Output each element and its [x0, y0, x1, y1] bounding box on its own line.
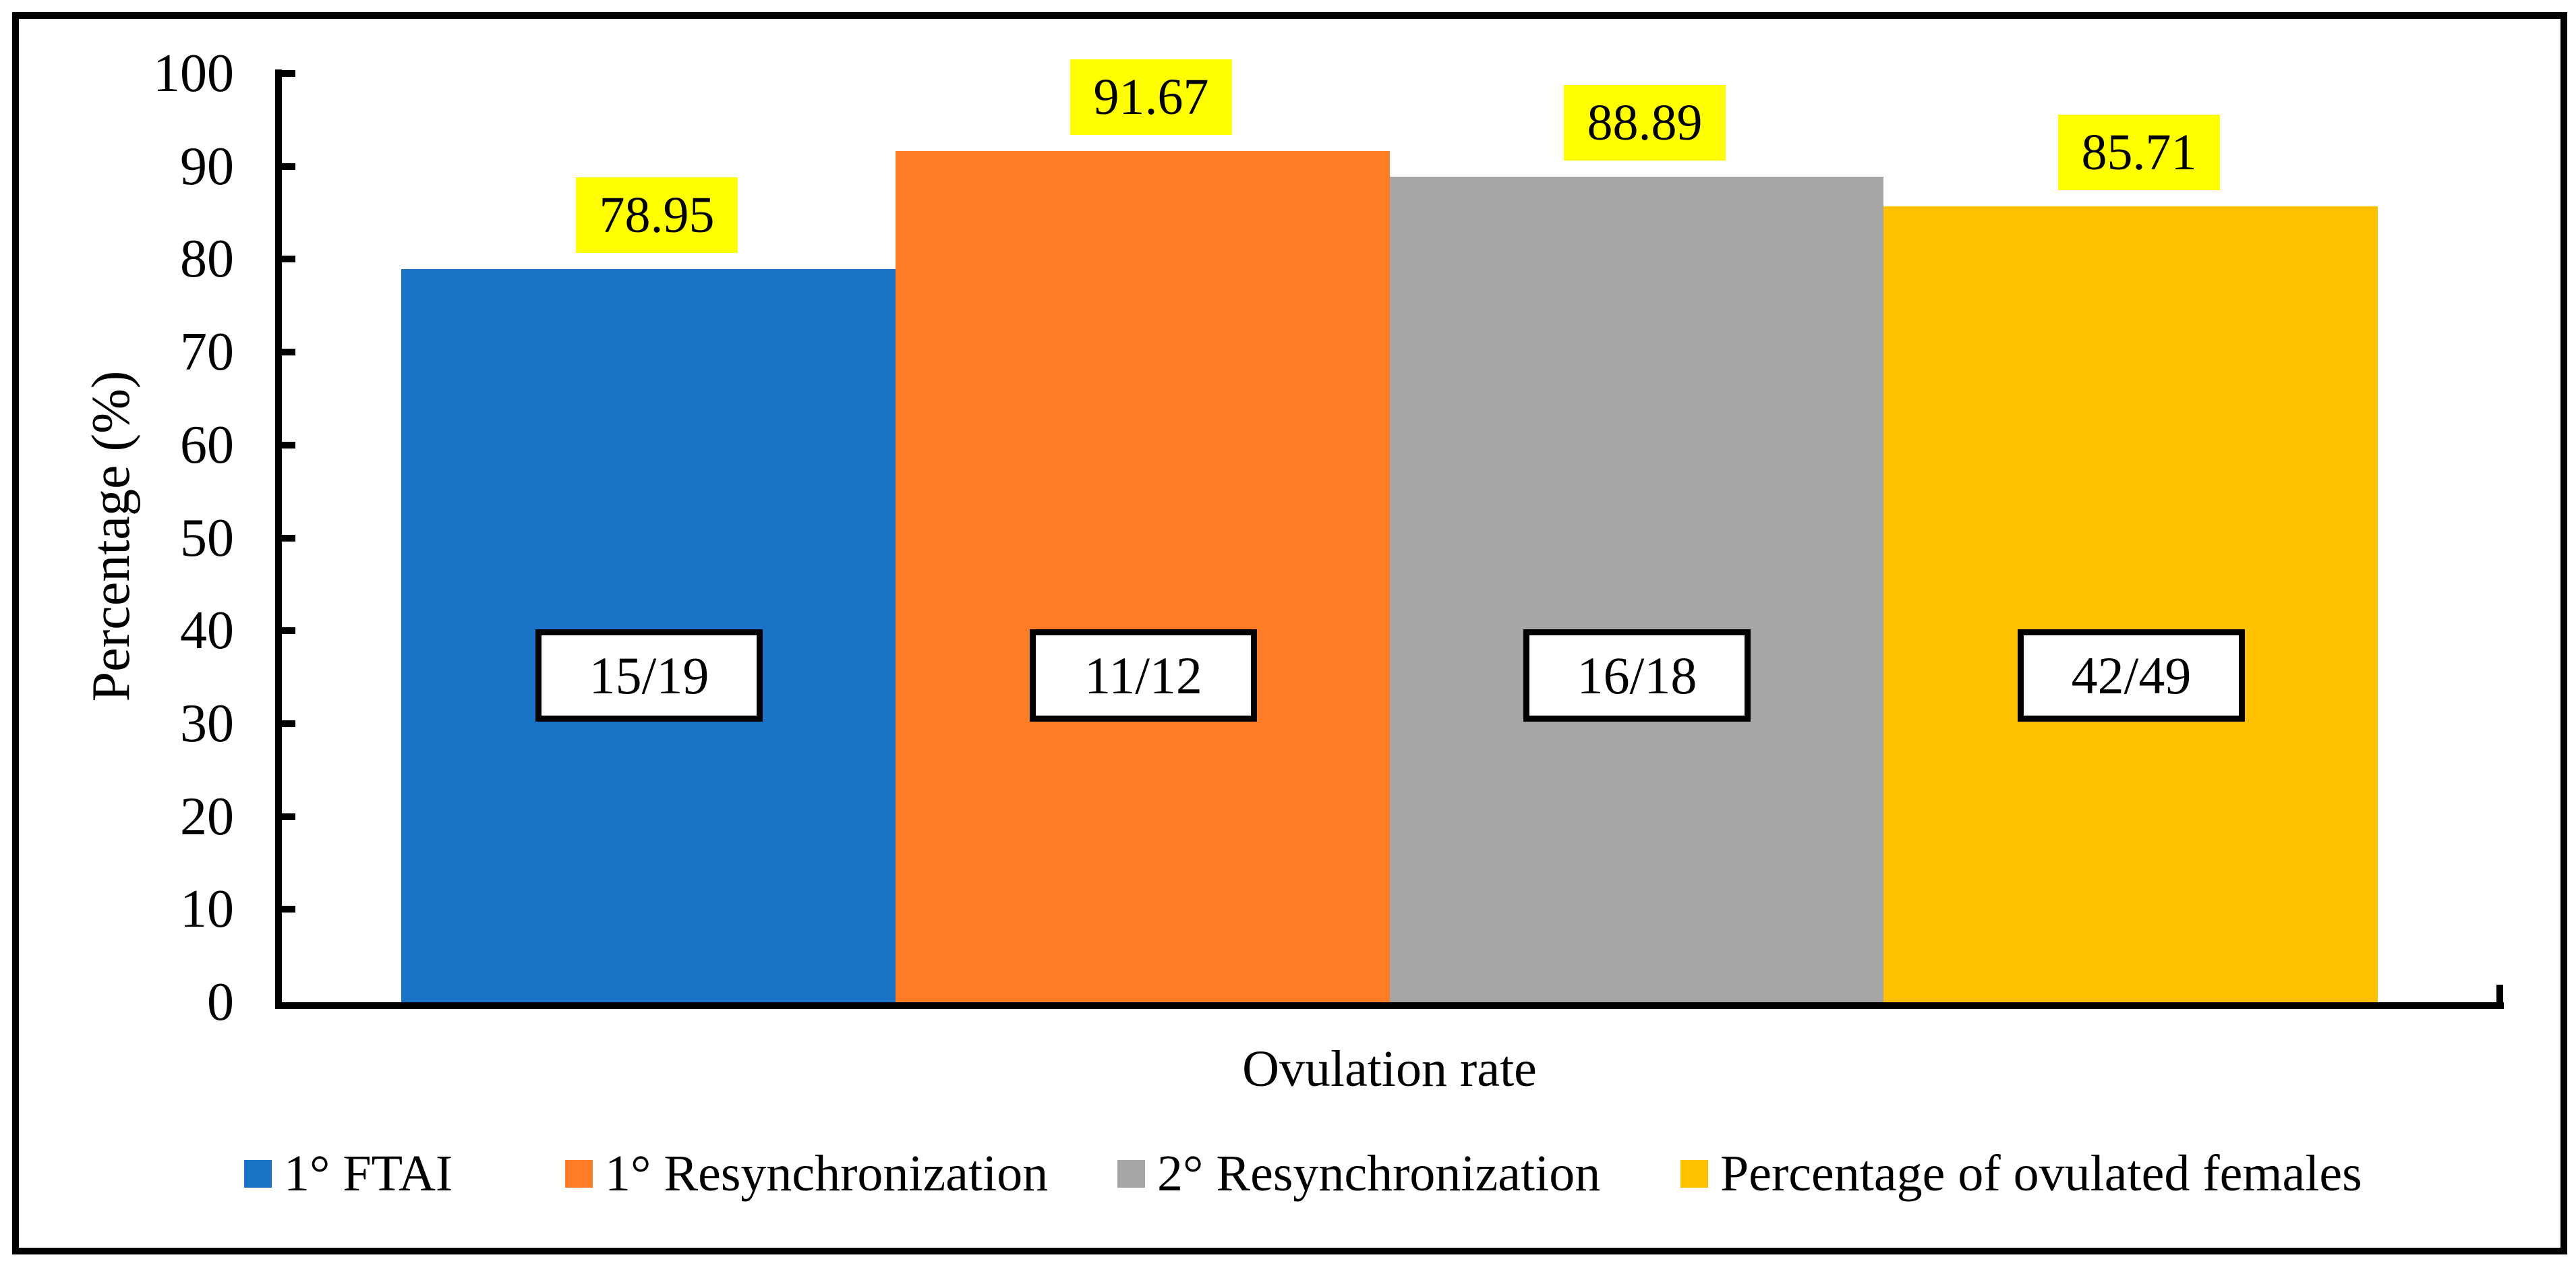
y-tick-label: 90: [180, 137, 234, 196]
bar-2: [896, 151, 1390, 1002]
legend-item-3: 2° Resynchronization: [1117, 1147, 1600, 1201]
legend-item-2: 1° Resynchronization: [565, 1147, 1048, 1201]
y-tick-mark: [282, 535, 295, 542]
y-tick-mark: [282, 163, 295, 170]
y-tick-label: 50: [180, 509, 234, 568]
y-tick-label: 40: [180, 601, 234, 660]
value-label-1: 78.95: [576, 177, 738, 253]
y-tick-mark: [282, 256, 295, 262]
x-axis-line: [275, 1002, 2504, 1009]
legend-label: Percentage of ovulated females: [1720, 1145, 2362, 1202]
y-tick-mark: [282, 349, 295, 355]
legend-label: 2° Resynchronization: [1157, 1145, 1601, 1202]
y-tick-label: 60: [180, 415, 234, 475]
chart-outer-border: [12, 12, 2567, 1254]
value-label-4: 85.71: [2058, 115, 2220, 190]
legend-swatch-icon: [1680, 1159, 1708, 1188]
y-tick-mark: [282, 813, 295, 820]
legend-label: 1° FTAI: [284, 1145, 453, 1202]
legend-item-1: 1° FTAI: [244, 1147, 452, 1201]
y-tick-mark: [282, 70, 295, 77]
y-tick-label: 10: [180, 879, 234, 939]
fraction-label-3: 16/18: [1523, 629, 1751, 722]
fraction-label-4: 42/49: [2018, 629, 2245, 722]
y-tick-mark: [282, 720, 295, 727]
value-label-2: 91.67: [1070, 59, 1232, 135]
legend-swatch-icon: [565, 1159, 593, 1188]
x-axis-title: Ovulation rate: [1242, 1041, 1537, 1097]
y-tick-label: 0: [207, 973, 234, 1032]
y-tick-mark: [282, 627, 295, 634]
fraction-label-2: 11/12: [1030, 629, 1257, 722]
x-axis-end-tick: [2496, 985, 2503, 1002]
legend-swatch-icon: [1117, 1159, 1145, 1188]
y-tick-label: 20: [180, 787, 234, 846]
legend-label: 1° Resynchronization: [605, 1145, 1049, 1202]
legend-item-4: Percentage of ovulated females: [1680, 1147, 2362, 1201]
bar-3: [1390, 177, 1883, 1002]
y-tick-label: 30: [180, 694, 234, 753]
bar-4: [1883, 206, 2378, 1002]
y-tick-label: 70: [180, 322, 234, 382]
y-tick-mark: [282, 442, 295, 449]
y-tick-mark: [282, 906, 295, 913]
value-label-3: 88.89: [1564, 85, 1726, 161]
y-tick-label: 100: [153, 44, 234, 103]
y-axis-line: [275, 69, 282, 1009]
legend-swatch-icon: [244, 1159, 272, 1188]
fraction-label-1: 15/19: [535, 629, 763, 722]
y-tick-label: 80: [180, 229, 234, 289]
